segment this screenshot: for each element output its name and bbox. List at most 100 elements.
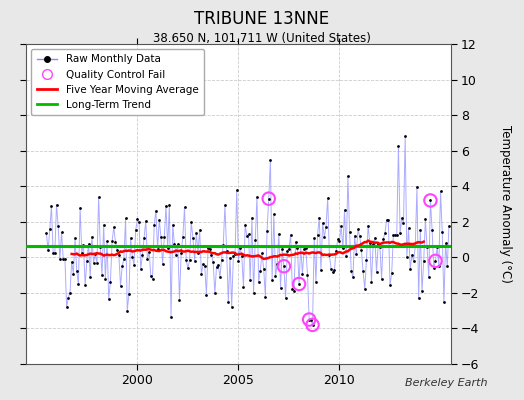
Point — [399, 220, 408, 226]
Point — [194, 250, 202, 256]
Point — [241, 222, 249, 228]
Point — [305, 316, 313, 323]
Point — [229, 253, 237, 260]
Point — [322, 223, 330, 230]
Point — [389, 232, 398, 238]
Point — [227, 304, 236, 310]
Point — [430, 265, 438, 271]
Point — [132, 227, 140, 234]
Point — [187, 219, 195, 226]
Point — [388, 270, 396, 277]
Point — [351, 232, 359, 239]
Point — [298, 270, 307, 277]
Point — [357, 247, 366, 254]
Point — [308, 322, 316, 328]
Point — [76, 204, 84, 211]
Point — [106, 279, 115, 285]
Point — [320, 234, 329, 241]
Point — [157, 234, 165, 240]
Point — [71, 235, 79, 242]
Point — [199, 261, 208, 268]
Point — [335, 238, 344, 244]
Point — [217, 257, 226, 263]
Point — [44, 247, 52, 254]
Point — [177, 249, 185, 256]
Point — [307, 316, 315, 323]
Point — [420, 258, 428, 264]
Point — [287, 232, 295, 238]
Point — [133, 216, 141, 222]
Point — [208, 252, 216, 259]
Point — [201, 263, 209, 269]
Point — [115, 252, 123, 258]
Point — [334, 236, 342, 242]
Point — [386, 282, 394, 288]
Legend: Raw Monthly Data, Quality Control Fail, Five Year Moving Average, Long-Term Tren: Raw Monthly Data, Quality Control Fail, … — [31, 49, 204, 115]
Point — [221, 202, 229, 208]
Point — [172, 252, 180, 258]
Point — [265, 196, 273, 202]
Point — [233, 187, 241, 193]
Point — [398, 215, 406, 221]
Point — [74, 281, 83, 288]
Point — [340, 206, 348, 213]
Point — [231, 251, 239, 257]
Point — [154, 245, 162, 252]
Point — [64, 294, 72, 301]
Point — [169, 222, 177, 228]
Point — [276, 285, 285, 292]
Point — [61, 256, 69, 262]
Point — [347, 268, 355, 274]
Point — [414, 295, 423, 302]
Point — [251, 237, 259, 243]
Point — [255, 279, 263, 285]
Point — [81, 282, 90, 288]
Point — [383, 216, 391, 223]
Point — [49, 250, 57, 256]
Point — [418, 288, 426, 295]
Point — [313, 231, 322, 238]
Point — [93, 260, 101, 266]
Point — [57, 229, 66, 235]
Point — [163, 244, 172, 251]
Point — [424, 274, 433, 280]
Point — [413, 184, 421, 190]
Point — [278, 246, 287, 253]
Point — [285, 246, 293, 252]
Point — [441, 240, 450, 247]
Point — [303, 272, 312, 278]
Point — [435, 263, 443, 269]
Point — [409, 258, 418, 264]
Point — [197, 271, 205, 278]
Point — [123, 308, 132, 314]
Point — [190, 258, 199, 264]
Point — [248, 215, 256, 221]
Point — [84, 240, 93, 247]
Point — [291, 238, 300, 245]
Point — [62, 304, 71, 310]
Point — [212, 264, 221, 270]
Point — [366, 240, 374, 246]
Point — [192, 230, 201, 236]
Point — [135, 219, 143, 225]
Point — [126, 235, 135, 241]
Point — [88, 234, 96, 240]
Point — [440, 299, 448, 306]
Point — [258, 250, 266, 256]
Point — [46, 226, 54, 232]
Point — [216, 274, 224, 280]
Point — [130, 262, 138, 268]
Point — [103, 238, 111, 244]
Point — [51, 250, 59, 256]
Point — [151, 207, 160, 214]
Point — [170, 241, 179, 248]
Point — [339, 245, 347, 251]
Point — [438, 228, 446, 235]
Point — [246, 277, 254, 283]
Point — [137, 266, 145, 272]
Point — [111, 239, 119, 245]
Point — [148, 275, 157, 282]
Point — [431, 258, 440, 264]
Point — [392, 232, 401, 238]
Point — [158, 261, 167, 267]
